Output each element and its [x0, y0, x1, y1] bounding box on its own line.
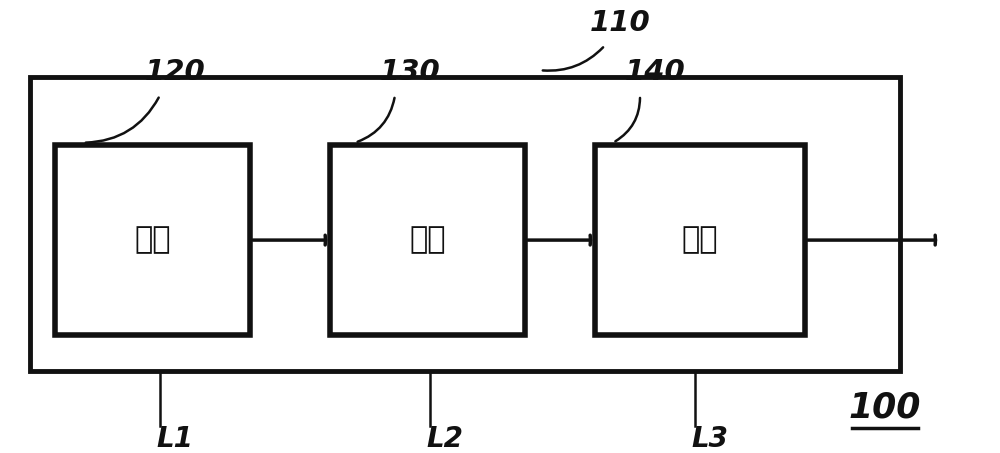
FancyArrowPatch shape [543, 47, 603, 71]
Text: 120: 120 [145, 58, 205, 87]
Text: L3: L3 [692, 425, 728, 453]
Bar [55, 145, 250, 335]
Text: 镜头: 镜头 [682, 226, 718, 255]
FancyArrowPatch shape [86, 97, 159, 143]
Text: 140: 140 [625, 58, 685, 87]
Text: 110: 110 [590, 9, 650, 37]
Bar [330, 145, 525, 335]
FancyArrowPatch shape [615, 98, 640, 141]
Bar [595, 145, 805, 335]
Text: L2: L2 [427, 425, 463, 453]
Text: 光阀: 光阀 [409, 226, 446, 255]
Text: 100: 100 [849, 390, 921, 425]
Bar [30, 77, 900, 371]
Text: 130: 130 [380, 58, 440, 87]
Text: L1: L1 [157, 425, 193, 453]
Text: 光源: 光源 [134, 226, 171, 255]
FancyArrowPatch shape [358, 98, 395, 142]
